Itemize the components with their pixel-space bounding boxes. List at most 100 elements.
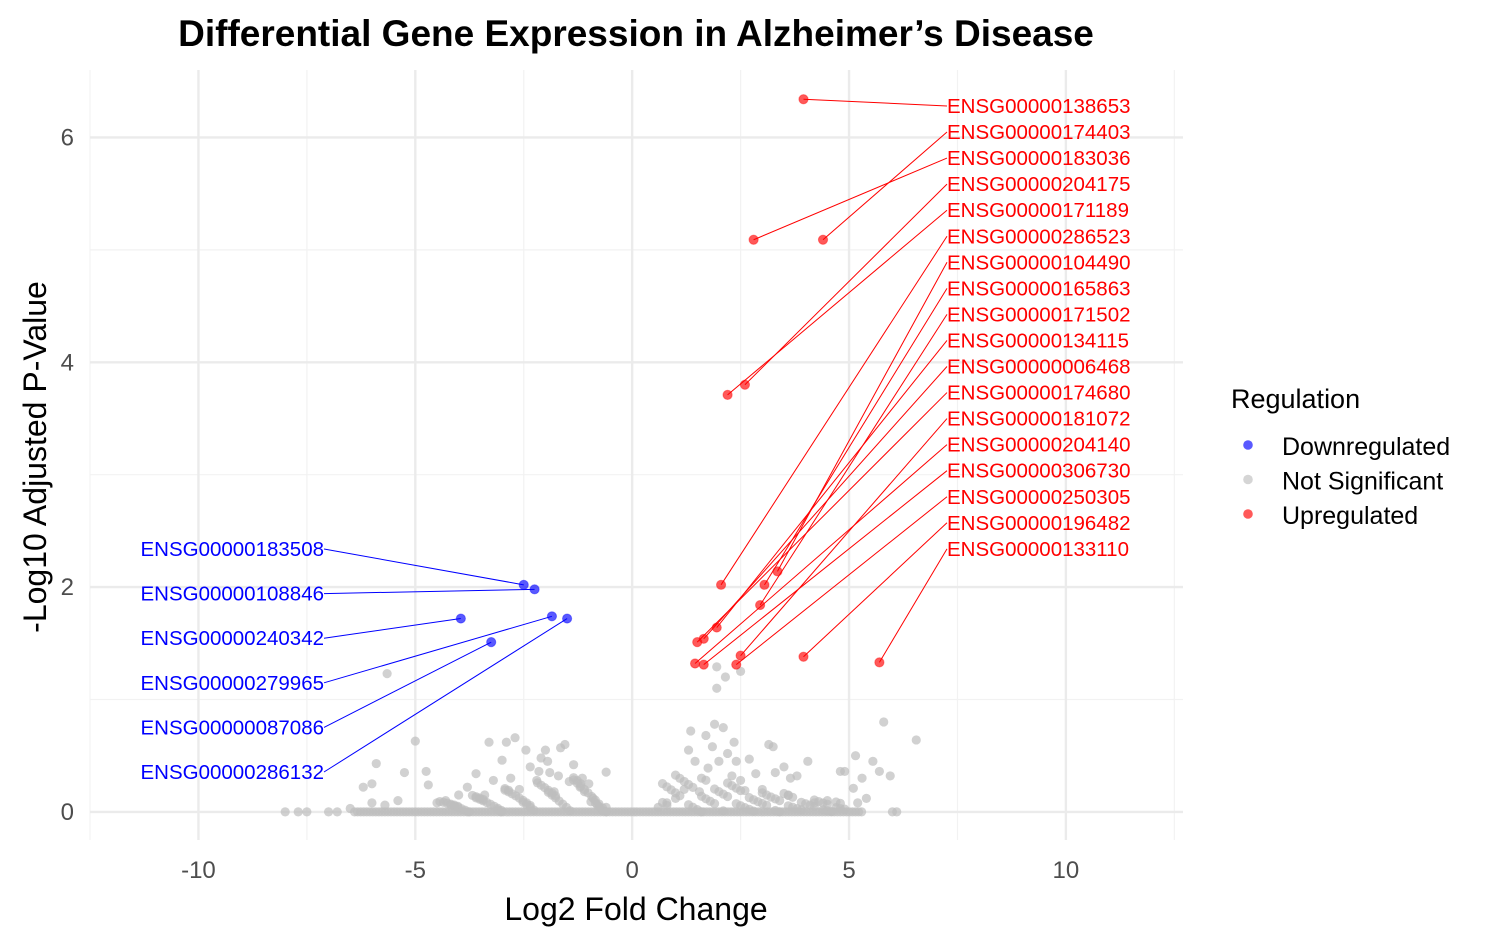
not-significant-point — [683, 745, 694, 755]
upregulated-gene-label: ENSG00000196482 — [947, 512, 1131, 535]
not-significant-point — [497, 755, 507, 765]
upregulated-gene-label: ENSG00000138653 — [947, 95, 1131, 118]
not-significant-point — [493, 805, 503, 815]
not-significant-point — [421, 766, 431, 777]
leader-line — [696, 392, 948, 643]
not-significant-point — [553, 771, 564, 781]
not-significant-point — [757, 788, 767, 798]
not-significant-point — [727, 771, 737, 781]
grid — [89, 70, 1183, 840]
leader-line — [703, 470, 948, 666]
leader-line — [753, 157, 948, 241]
leader-line — [803, 98, 948, 107]
not-significant-point — [712, 683, 722, 693]
leader-line — [759, 314, 948, 606]
upregulated-gene-label: ENSG00000104490 — [947, 251, 1131, 274]
not-significant-point — [454, 790, 464, 800]
not-significant-point — [371, 758, 381, 769]
not-significant-point — [857, 807, 867, 817]
leader-line — [716, 340, 948, 628]
not-significant-point — [857, 773, 867, 783]
downregulated-gene-label: ENSG00000183508 — [140, 538, 324, 561]
not-significant-point — [534, 766, 544, 777]
downregulated-point — [518, 579, 529, 590]
not-significant-point — [809, 795, 819, 805]
not-significant-point — [735, 775, 746, 786]
not-significant-point — [500, 785, 510, 795]
leader-line — [694, 444, 948, 664]
not-significant-point — [701, 775, 711, 785]
upregulated-point — [748, 234, 759, 245]
not-significant-point — [367, 798, 377, 808]
upregulated-point — [739, 379, 751, 390]
not-significant-point — [488, 775, 498, 786]
not-significant-point — [423, 780, 433, 790]
not-significant-point — [885, 771, 895, 781]
not-significant-point — [792, 771, 802, 781]
not-significant-point — [796, 797, 806, 807]
legend-key — [1243, 440, 1253, 450]
not-significant-point — [779, 788, 789, 799]
downregulated-point — [455, 613, 466, 624]
not-significant-point — [601, 767, 611, 777]
not-significant-point — [868, 756, 878, 766]
not-significant-point — [818, 805, 828, 815]
not-significant-point — [446, 800, 456, 810]
not-significant-point — [358, 782, 368, 792]
leader-line — [740, 418, 948, 656]
not-significant-point — [670, 770, 681, 780]
not-significant-point — [911, 735, 921, 745]
not-significant-point — [542, 756, 553, 766]
not-significant-point — [751, 769, 761, 779]
downregulated-point — [562, 613, 573, 624]
leader-line — [727, 209, 948, 396]
not-significant-point — [718, 722, 728, 733]
downregulated-gene-label: ENSG00000279965 — [140, 672, 324, 695]
y-tick-label: 4 — [61, 349, 74, 376]
x-tick-label: 0 — [625, 857, 638, 884]
not-significant-point — [779, 762, 789, 772]
y-tick-label: 0 — [61, 799, 74, 826]
not-significant-point — [722, 778, 733, 788]
upregulated-gene-label: ENSG00000171189 — [947, 199, 1129, 222]
not-significant-point — [435, 796, 445, 807]
upregulated-point — [798, 651, 809, 662]
downregulated-point — [486, 637, 497, 648]
leader-line — [803, 522, 948, 658]
upregulated-point — [711, 622, 722, 633]
not-significant-point — [545, 767, 555, 778]
not-significant-point — [462, 782, 472, 792]
leader-line — [703, 366, 948, 640]
not-significant-point — [861, 793, 871, 804]
legend-title: Regulation — [1231, 384, 1360, 414]
not-significant-point — [770, 767, 780, 778]
leader-line — [323, 618, 461, 639]
upregulated-gene-label: ENSG00000006468 — [947, 356, 1131, 379]
leader-line — [822, 131, 948, 241]
not-significant-point — [879, 717, 889, 727]
not-significant-point — [510, 733, 520, 743]
upregulated-point — [689, 658, 701, 669]
not-significant-point — [874, 766, 884, 777]
not-significant-point — [770, 805, 780, 816]
not-significant-point — [532, 778, 543, 788]
not-significant-point — [280, 807, 290, 817]
not-significant-point — [506, 773, 516, 783]
upregulated-point — [731, 659, 742, 670]
leader-line — [735, 496, 948, 666]
not-significant-point — [731, 756, 741, 766]
upregulated-gene-label: ENSG00000171502 — [947, 303, 1131, 326]
legend-label: Not Significant — [1282, 468, 1443, 496]
not-significant-point — [332, 807, 342, 817]
upregulated-gene-label: ENSG00000174680 — [947, 382, 1131, 405]
leader-line — [323, 588, 535, 595]
upregulated-gene-label: ENSG00000174403 — [947, 121, 1131, 144]
upregulated-point — [692, 637, 703, 648]
upregulated-point — [772, 566, 783, 577]
legend-key — [1243, 509, 1253, 519]
upregulated-point — [817, 234, 829, 245]
not-significant-point — [521, 745, 531, 755]
legend: Regulation Downregulated Not Significant U… — [1231, 384, 1450, 530]
not-significant-point — [709, 719, 720, 729]
upregulated-point — [698, 659, 709, 670]
